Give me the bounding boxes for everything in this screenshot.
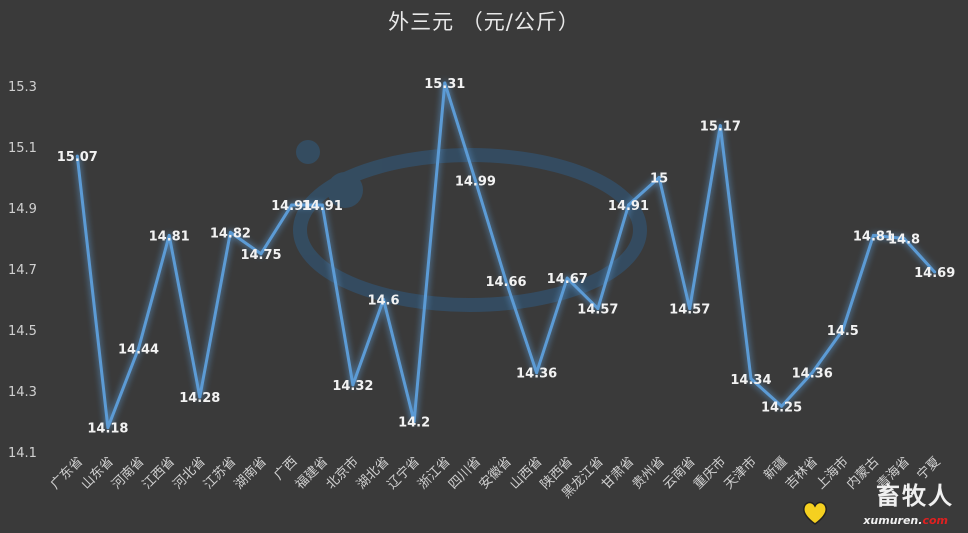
data-label: 14.36 <box>516 367 557 382</box>
data-point <box>290 203 294 207</box>
x-tick-label: 安徽省 <box>477 454 515 492</box>
data-point <box>443 81 447 85</box>
data-label: 14.2 <box>398 416 430 431</box>
data-point <box>871 233 875 237</box>
y-tick-label: 14.5 <box>8 324 37 339</box>
data-label: 14.6 <box>367 294 399 309</box>
x-tick-label: 重庆市 <box>690 454 729 493</box>
data-point <box>106 426 110 430</box>
data-label: 14.81 <box>149 229 190 244</box>
data-label: 15.31 <box>424 77 465 92</box>
data-label: 14.91 <box>608 199 649 214</box>
x-tick-label: 北京市 <box>323 454 362 493</box>
data-label: 14.91 <box>271 199 312 214</box>
data-label: 15.07 <box>57 150 98 165</box>
data-label: 14.75 <box>240 248 281 263</box>
watermark-url: xumuren.com <box>863 514 948 527</box>
data-label: 14.81 <box>853 229 894 244</box>
data-label: 15.17 <box>700 120 741 135</box>
data-point <box>718 124 722 128</box>
x-tick-label: 广东省 <box>48 454 86 492</box>
y-tick-label: 14.3 <box>8 385 37 400</box>
x-tick-label: 吉林省 <box>783 454 821 492</box>
data-label: 14.67 <box>547 272 588 287</box>
data-label: 14.99 <box>455 175 496 190</box>
data-point <box>198 395 202 399</box>
heart-logo-icon <box>803 501 827 525</box>
data-point <box>320 203 324 207</box>
data-point <box>626 203 630 207</box>
data-point <box>259 252 263 256</box>
data-label: 14.8 <box>888 233 920 248</box>
data-point <box>780 404 784 408</box>
data-point <box>596 307 600 311</box>
data-point <box>351 383 355 387</box>
data-label: 14.28 <box>179 391 220 406</box>
data-point <box>841 328 845 332</box>
data-point <box>933 270 937 274</box>
data-point <box>228 230 232 234</box>
x-tick-label: 浙江省 <box>415 454 453 492</box>
background-emblem-icon <box>293 140 647 312</box>
y-tick-label: 14.9 <box>8 202 37 217</box>
x-tick-label: 四川省 <box>446 454 484 492</box>
data-point <box>902 237 906 240</box>
data-label: 14.66 <box>485 275 526 290</box>
data-point <box>75 154 79 158</box>
y-tick-label: 15.1 <box>8 141 37 156</box>
data-point <box>473 179 477 183</box>
x-tick-label: 上海市 <box>813 454 852 493</box>
data-label: 15 <box>650 172 668 187</box>
x-tick-label: 甘肃省 <box>599 454 637 492</box>
x-tick-label: 辽宁省 <box>384 454 423 493</box>
x-tick-label: 江西省 <box>140 454 178 492</box>
x-tick-label: 云南省 <box>660 454 699 493</box>
data-point <box>504 279 508 283</box>
data-label: 14.69 <box>914 266 955 281</box>
x-tick-label: 山东省 <box>79 454 117 492</box>
data-label: 14.34 <box>730 373 771 388</box>
data-point <box>412 420 416 423</box>
data-point <box>749 377 753 381</box>
y-tick-label: 14.7 <box>8 263 37 278</box>
x-tick-label: 福建省 <box>293 454 331 492</box>
data-point <box>167 233 171 237</box>
data-label: 14.44 <box>118 342 159 357</box>
x-tick-label: 天津市 <box>721 454 760 493</box>
y-tick-label: 14.1 <box>8 446 37 461</box>
data-label: 14.25 <box>761 400 802 415</box>
x-tick-label: 山西省 <box>507 454 545 492</box>
data-label: 14.57 <box>577 303 618 318</box>
y-tick-label: 15.3 <box>8 80 37 95</box>
x-tick-label: 贵州省 <box>630 454 668 492</box>
data-point <box>810 371 814 375</box>
data-label: 14.32 <box>332 379 373 394</box>
data-label: 14.82 <box>210 226 251 241</box>
data-point <box>535 371 539 375</box>
data-label: 14.18 <box>87 422 128 437</box>
x-tick-label: 河南省 <box>108 454 147 493</box>
watermark-text: 畜牧人 <box>876 482 954 510</box>
data-point <box>137 346 141 350</box>
x-tick-label: 湖南省 <box>231 454 270 493</box>
data-point <box>565 276 569 280</box>
data-label: 14.91 <box>302 199 343 214</box>
data-point <box>657 176 661 179</box>
data-point <box>382 298 386 301</box>
data-label: 14.5 <box>827 324 859 339</box>
data-point <box>688 307 692 311</box>
chart-title: 外三元 （元/公斤） <box>388 10 580 34</box>
x-tick-label: 江苏省 <box>200 454 239 493</box>
x-tick-label: 湖北省 <box>354 454 392 492</box>
data-label: 14.36 <box>792 367 833 382</box>
x-tick-label: 河北省 <box>170 454 208 492</box>
data-label: 14.57 <box>669 303 710 318</box>
